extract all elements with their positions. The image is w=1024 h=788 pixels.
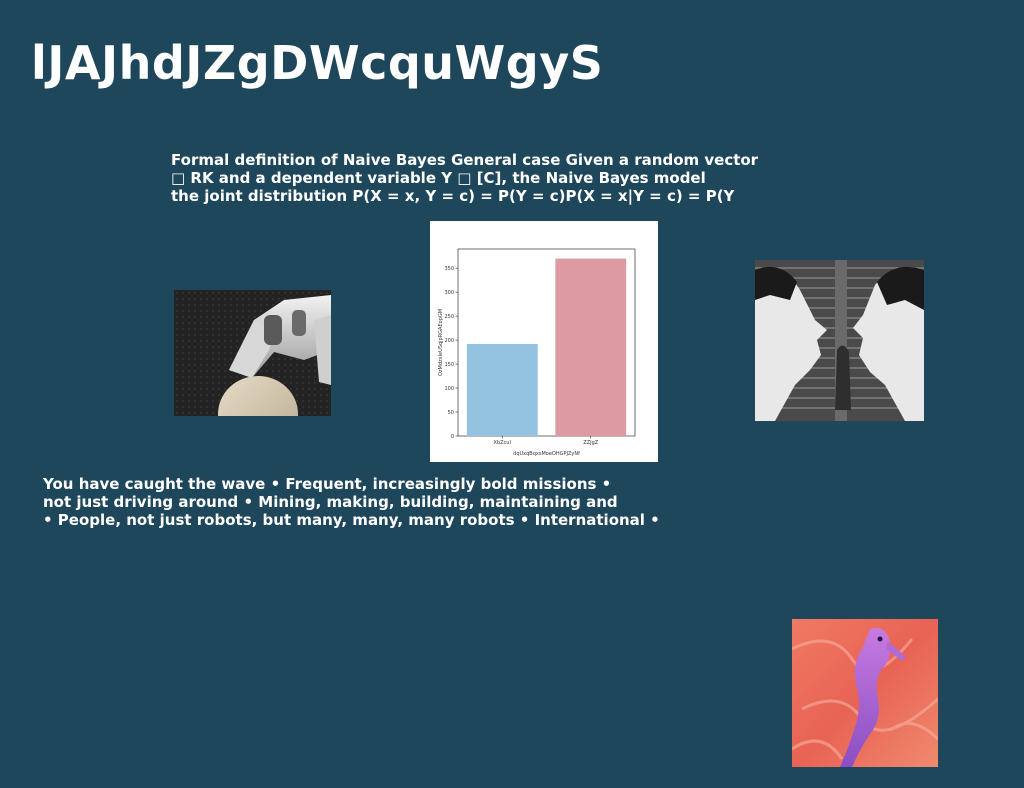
bar-chart: 0 50 100 150 200 250 300 350 XbZcuI ZZJgZ dqUxqB… xyxy=(430,221,658,462)
y-tick-label: 250 xyxy=(444,314,454,320)
y-tick-label: 0 xyxy=(451,434,454,440)
y-tick-label: 100 xyxy=(444,386,454,392)
bar-chart-svg: 0 50 100 150 200 250 300 350 XbZcuI ZZJgZ dqUxqB… xyxy=(430,221,658,462)
x-tick-label: ZZJgZ xyxy=(583,440,598,446)
bar-XbZcuI xyxy=(466,343,538,436)
y-tick-label: 200 xyxy=(444,338,454,344)
paragraph-line: not just driving around • Mining, making… xyxy=(43,493,618,511)
x-tick-label: XbZcuI xyxy=(494,440,511,446)
paragraph-line: • People, not just robots, but many, man… xyxy=(43,511,660,529)
y-tick-label: 150 xyxy=(444,362,454,368)
slide-title: lJAJhdJZgDWcquWgyS xyxy=(31,36,604,90)
y-tick-label: 300 xyxy=(444,290,454,296)
naive-bayes-paragraph: Formal definition of Naive Bayes General… xyxy=(171,151,758,205)
robotics-paragraph: You have caught the wave • Frequent, inc… xyxy=(43,475,660,529)
paragraph-line: You have caught the wave • Frequent, inc… xyxy=(43,475,612,493)
paragraph-line: the joint distribution P(X = x, Y = c) =… xyxy=(171,187,735,205)
paragraph-line: Formal definition of Naive Bayes General… xyxy=(171,151,759,169)
bar-ZZJgZ xyxy=(555,258,627,436)
y-axis-label: OzMdzxIeUSqjpRGAEopGM xyxy=(438,309,444,376)
seahorse-image xyxy=(792,619,938,767)
paragraph-line: □ RK and a dependent variable Y □ [C], t… xyxy=(171,169,706,187)
robot-hand-image xyxy=(174,290,331,416)
y-tick-label: 50 xyxy=(448,410,454,416)
comic-mural-image xyxy=(755,260,924,421)
y-tick-label: 350 xyxy=(444,266,454,272)
x-axis-label: dqUxqBqxsMoeOHGPJZyNf xyxy=(513,451,580,457)
